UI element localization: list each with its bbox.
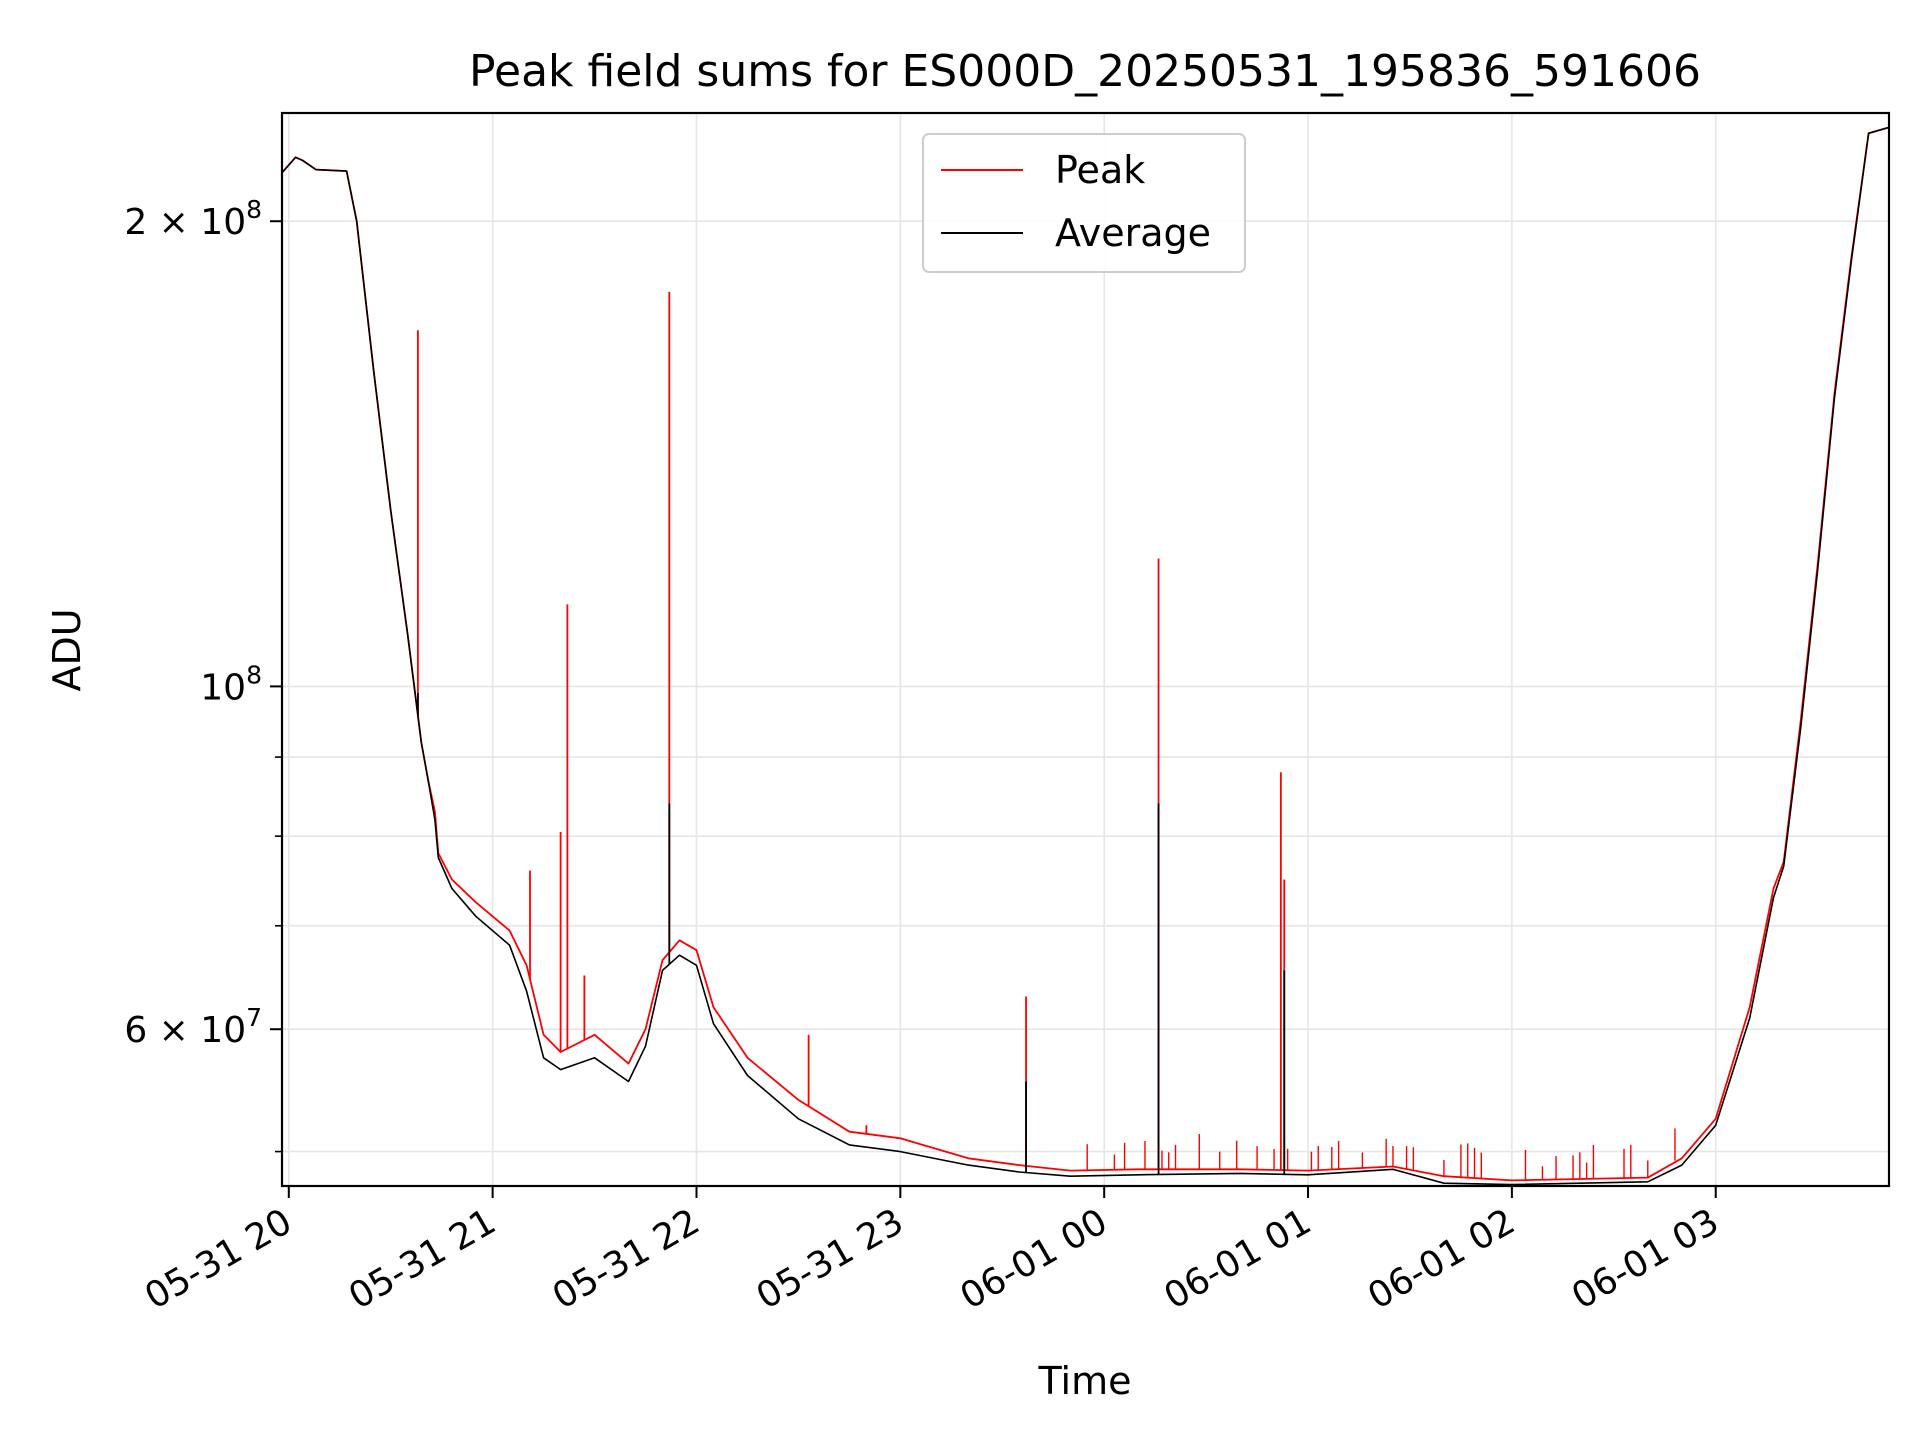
plot-frame [280, 111, 1891, 1188]
series-line-average [281, 126, 1890, 1186]
legend-label: Average [1055, 211, 1211, 255]
y-tick-base: 6 × 10 [124, 1010, 246, 1051]
legend-box [922, 133, 1246, 273]
x-axis-label: Time [1038, 1359, 1132, 1403]
legend-label: Peak [1055, 148, 1145, 192]
legend: Peak Average [922, 133, 1246, 273]
y-tick-label: 2 × 108 [124, 195, 262, 243]
y-tick-exponent: 8 [246, 660, 262, 689]
y-axis-label: ADU [45, 608, 89, 691]
y-tick-exponent: 8 [246, 195, 262, 224]
series-layer [281, 126, 1890, 1186]
y-tick-label: 108 [200, 660, 262, 708]
y-tick-label: 6 × 107 [124, 1003, 262, 1051]
y-tick-exponent: 7 [246, 1003, 262, 1032]
y-tick-base: 2 × 10 [124, 202, 246, 243]
y-tick-base: 10 [200, 667, 246, 708]
grid [282, 113, 1889, 1186]
chart-title: Peak field sums for ES000D_20250531_1958… [469, 46, 1701, 97]
